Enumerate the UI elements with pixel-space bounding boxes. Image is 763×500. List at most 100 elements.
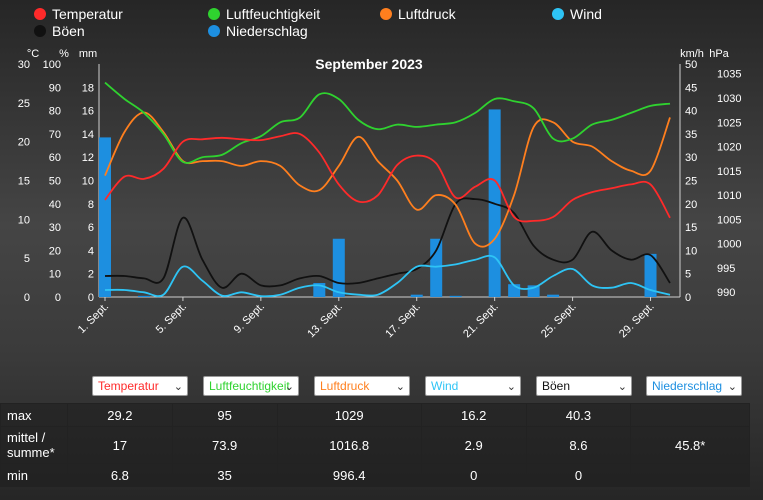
table-cell: 0 <box>525 463 632 487</box>
series-line-wind <box>104 254 671 298</box>
y-tick-label-temp: 0 <box>24 292 30 304</box>
y-tick-label-humidity: 90 <box>49 82 61 94</box>
y-tick-label-wind: 15 <box>685 222 697 234</box>
legend-label: Wind <box>570 6 602 22</box>
legend-label: Niederschlag <box>226 23 308 39</box>
select-value: Luftfeuchtigkeit <box>209 379 290 393</box>
precip-bar <box>430 238 443 297</box>
chevron-down-icon: ⌄ <box>727 381 737 393</box>
axis-unit-precip: mm <box>79 48 97 60</box>
axis-unit-humidity: % <box>59 48 69 60</box>
legend-dot-icon <box>552 8 564 20</box>
table-cell: 73.9 <box>171 426 278 464</box>
select-niederschlag[interactable]: Niederschlag ⌄ <box>646 376 742 396</box>
series-line-luftdruck <box>104 111 671 248</box>
select-value: Wind <box>431 379 459 393</box>
chevron-down-icon: ⌄ <box>173 381 183 393</box>
y-tick-label-pressure: 1010 <box>717 190 741 202</box>
select-value: Niederschlag <box>652 379 723 393</box>
legend-item-temperatur[interactable]: Temperatur <box>34 6 123 22</box>
legend-label: Luftdruck <box>398 6 456 22</box>
y-tick-label-temp: 15 <box>18 176 30 188</box>
legend-dot-icon <box>34 8 46 20</box>
legend-dot-icon <box>208 25 220 37</box>
series-line-luftfeuchtigkeit <box>104 81 671 164</box>
y-tick-label-humidity: 80 <box>49 106 61 118</box>
y-tick-label-precip: 10 <box>82 176 94 188</box>
precip-bar <box>99 137 111 297</box>
precip-bar <box>547 294 560 297</box>
y-tick-label-humidity: 100 <box>43 59 61 71</box>
row-label: min <box>0 463 68 487</box>
y-tick-label-humidity: 30 <box>49 222 61 234</box>
y-tick-label-temp: 10 <box>18 214 30 226</box>
row-label: mittel / summe* <box>0 426 68 464</box>
axis-unit-pressure: hPa <box>709 48 729 60</box>
legend-dot-icon <box>208 8 220 20</box>
legend-label: Luftfeuchtigkeit <box>226 6 321 22</box>
y-tick-label-pressure: 1025 <box>717 117 741 129</box>
legend-dot-icon <box>34 25 46 37</box>
legend-item-wind[interactable]: Wind <box>552 6 602 22</box>
select-boeen[interactable]: Böen ⌄ <box>536 376 632 396</box>
y-tick-label-pressure: 1015 <box>717 166 741 178</box>
y-tick-label-precip: 8 <box>88 199 94 211</box>
y-tick-label-precip: 6 <box>88 222 94 234</box>
x-tick-label: 21. Sept. <box>461 301 501 341</box>
y-tick-label-pressure: 995 <box>717 263 735 275</box>
y-tick-label-precip: 18 <box>82 82 94 94</box>
chart-title: September 2023 <box>315 56 423 72</box>
table-cell: 40.3 <box>525 403 632 427</box>
y-tick-label-wind: 50 <box>685 59 697 71</box>
axis-unit-temp: °C <box>27 48 39 60</box>
table-cell: 1029 <box>276 403 422 427</box>
y-tick-label-temp: 30 <box>18 59 30 71</box>
y-tick-label-wind: 20 <box>685 199 697 211</box>
y-tick-label-temp: 5 <box>24 253 30 265</box>
x-tick-label: 9. Sept. <box>232 301 267 336</box>
table-cell: 6.8 <box>67 463 173 487</box>
legend-label: Böen <box>52 23 85 39</box>
select-temperatur[interactable]: Temperatur ⌄ <box>92 376 188 396</box>
legend-item-niederschlag[interactable]: Niederschlag <box>208 23 308 39</box>
legend-item-luftdruck[interactable]: Luftdruck <box>380 6 456 22</box>
y-tick-label-wind: 25 <box>685 176 697 188</box>
y-tick-label-wind: 45 <box>685 82 697 94</box>
y-tick-label-pressure: 1000 <box>717 239 741 251</box>
y-tick-label-humidity: 60 <box>49 152 61 164</box>
y-tick-label-pressure: 990 <box>717 287 735 299</box>
y-tick-label-humidity: 20 <box>49 245 61 257</box>
select-luftfeuchtigkeit[interactable]: Luftfeuchtigkeit ⌄ <box>203 376 299 396</box>
legend-dot-icon <box>380 8 392 20</box>
x-tick-label: 1. Sept. <box>76 301 111 336</box>
y-tick-label-humidity: 40 <box>49 199 61 211</box>
y-tick-label-wind: 5 <box>685 269 691 281</box>
stats-table: max 29.2 95 1029 16.2 40.3 mittel / summ… <box>0 403 750 487</box>
y-tick-label-pressure: 1005 <box>717 214 741 226</box>
chevron-down-icon: ⌄ <box>617 381 627 393</box>
precip-bar <box>137 295 150 297</box>
series-line-boeen <box>104 197 671 289</box>
legend-label: Temperatur <box>52 6 123 22</box>
y-tick-label-humidity: 70 <box>49 129 61 141</box>
y-tick-label-pressure: 1035 <box>717 69 741 81</box>
x-tick-label: 25. Sept. <box>539 301 579 341</box>
select-luftdruck[interactable]: Luftdruck ⌄ <box>314 376 410 396</box>
table-cell: 17 <box>67 426 173 464</box>
y-tick-label-wind: 40 <box>685 106 697 118</box>
legend-item-luftfeuchtigkeit[interactable]: Luftfeuchtigkeit <box>208 6 320 22</box>
y-tick-label-humidity: 0 <box>55 292 61 304</box>
table-cell: 95 <box>171 403 278 427</box>
table-cell: 1016.8 <box>276 426 422 464</box>
table-row-mittel: mittel / summe* 17 73.9 1016.8 2.9 8.6 4… <box>0 426 750 464</box>
legend-item-boeen[interactable]: Böen <box>34 23 85 39</box>
x-tick-label: 5. Sept. <box>154 301 189 336</box>
table-cell: 16.2 <box>420 403 527 427</box>
select-wind[interactable]: Wind ⌄ <box>425 376 521 396</box>
table-cell: 0 <box>420 463 527 487</box>
precip-bar <box>332 238 345 297</box>
table-cell: 8.6 <box>525 426 632 464</box>
select-value: Böen <box>542 379 571 393</box>
y-tick-label-pressure: 1020 <box>717 142 741 154</box>
chevron-down-icon: ⌄ <box>506 381 516 393</box>
